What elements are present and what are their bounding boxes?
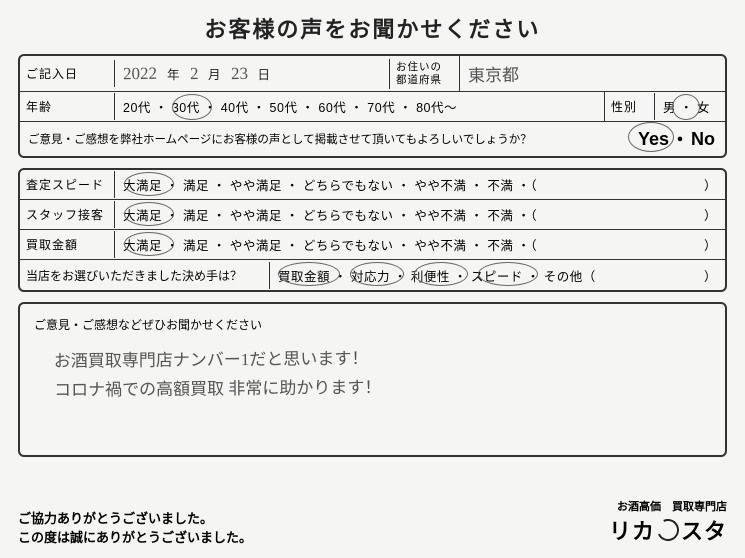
row-reason: 当店をお選びいただきました決め手は？ 買取金額 ・ 対応力 ・ 利便性 ・ スピ… bbox=[20, 260, 725, 290]
price-close: ） bbox=[704, 235, 717, 254]
staff-label: スタッフ接客 bbox=[20, 201, 115, 228]
row-age-gender: 年齢 20代 ・ 30代 ・ 40代 ・ 50代 ・ 60代 ・ 70代 ・ 8… bbox=[20, 92, 725, 122]
consent-yes: Yes bbox=[638, 129, 669, 150]
age-label: 年齢 bbox=[20, 93, 115, 120]
price-options: 大満足 ・ 満足 ・ やや満足 ・ どちらでもない ・ やや不満 ・ 不満 ・（ bbox=[123, 235, 537, 254]
pref-label: お住いの 都道府県 bbox=[390, 56, 460, 91]
date-month: 2 bbox=[189, 64, 198, 84]
staff-options: 大満足 ・ 満足 ・ やや満足 ・ どちらでもない ・ やや不満 ・ 不満 ・（ bbox=[123, 205, 537, 224]
price-label: 買取金額 bbox=[20, 231, 115, 258]
footer-line2: この度は誠にありがとうございました。 bbox=[18, 527, 252, 546]
consent-no: No bbox=[691, 129, 715, 150]
page-title: お客様の声をお聞かせください bbox=[18, 12, 727, 44]
footer-line1: ご協力ありがとうございました。 bbox=[18, 508, 252, 527]
age-options: 20代 ・ 30代 ・ 40代 ・ 50代 ・ 60代 ・ 70代 ・ 80代〜 bbox=[115, 92, 605, 121]
day-unit: 日 bbox=[258, 64, 271, 83]
info-box-1: ご記入日 2022 年 2 月 23 日 お住いの 都道府県 東京都 年齢 20… bbox=[18, 54, 727, 158]
footer: ご協力ありがとうございました。 この度は誠にありがとうございました。 お酒高価 … bbox=[18, 498, 727, 546]
year-unit: 年 bbox=[167, 64, 180, 83]
logo-right: スタ bbox=[681, 514, 727, 546]
date-label: ご記入日 bbox=[20, 60, 115, 87]
reason-label: 当店をお選びいただきました決め手は？ bbox=[20, 262, 270, 289]
comment-line2: コロナ禍での高額買取 非常に助かります！ bbox=[54, 371, 711, 406]
consent-text: ご意見・ご感想を弊社ホームページにお客様の声として掲載させて頂いてもよろしいでし… bbox=[20, 126, 628, 152]
info-box-2: 査定スピード 大満足 ・ 満足 ・ やや満足 ・ どちらでもない ・ やや不満 … bbox=[18, 168, 727, 292]
logo-top: お酒高価 買取専門店 bbox=[609, 498, 727, 514]
gender-label: 性別 bbox=[605, 93, 655, 120]
logo-swirl-icon bbox=[654, 516, 682, 544]
logo: お酒高価 買取専門店 リカ スタ bbox=[609, 498, 727, 546]
row-speed: 査定スピード 大満足 ・ 満足 ・ やや満足 ・ どちらでもない ・ やや不満 … bbox=[20, 170, 725, 200]
row-consent: ご意見・ご感想を弊社ホームページにお客様の声として掲載させて頂いてもよろしいでし… bbox=[20, 122, 725, 156]
reason-close: ） bbox=[704, 266, 717, 285]
reason-options: 買取金額 ・ 対応力 ・ 利便性 ・ スピード ・ その他（ bbox=[278, 266, 596, 285]
comment-box: ご意見・ご感想などぜひお聞かせください お酒買取専門店ナンバー1だと思います！ … bbox=[18, 302, 727, 457]
date-day: 23 bbox=[230, 63, 247, 83]
month-unit: 月 bbox=[208, 64, 221, 83]
speed-label: 査定スピード bbox=[20, 171, 115, 198]
row-date-pref: ご記入日 2022 年 2 月 23 日 お住いの 都道府県 東京都 bbox=[20, 56, 725, 92]
comment-label: ご意見・ご感想などぜひお聞かせください bbox=[34, 316, 711, 333]
pref-value: 東京都 bbox=[468, 61, 519, 87]
logo-left: リカ bbox=[609, 514, 655, 546]
row-staff: スタッフ接客 大満足 ・ 満足 ・ やや満足 ・ どちらでもない ・ やや不満 … bbox=[20, 200, 725, 230]
gender-options: 男 ・ 女 bbox=[655, 92, 725, 121]
speed-close: ） bbox=[704, 175, 717, 194]
date-year: 2022 bbox=[123, 63, 157, 84]
staff-close: ） bbox=[704, 205, 717, 224]
consent-dot: ・ bbox=[671, 126, 689, 152]
speed-options: 大満足 ・ 満足 ・ やや満足 ・ どちらでもない ・ やや不満 ・ 不満 ・（ bbox=[123, 175, 537, 194]
row-price: 買取金額 大満足 ・ 満足 ・ やや満足 ・ どちらでもない ・ やや不満 ・ … bbox=[20, 230, 725, 260]
